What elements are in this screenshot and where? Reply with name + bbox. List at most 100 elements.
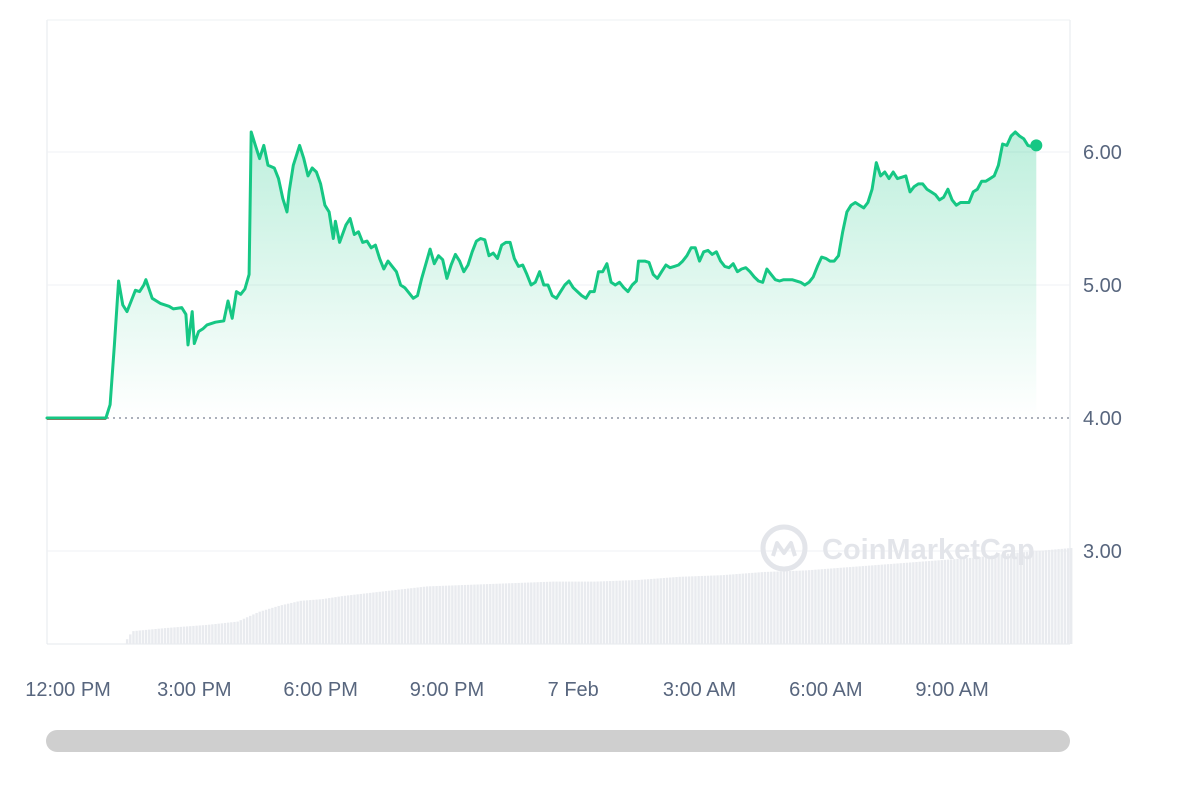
volume-bar (905, 562, 909, 644)
volume-bar (940, 560, 943, 644)
volume-bar (324, 598, 328, 644)
volume-bar (236, 621, 239, 644)
volume-bar (438, 585, 441, 644)
current-price-marker[interactable] (1030, 139, 1043, 152)
volume-bar (1032, 551, 1035, 644)
volume-bar (419, 587, 422, 644)
volume-bar (495, 583, 498, 644)
volume-bar (1025, 551, 1029, 644)
volume-bar (198, 625, 201, 644)
volume-bar (656, 578, 659, 644)
volume-bar (466, 584, 470, 644)
volume-bar (605, 581, 609, 644)
volume-bar (378, 591, 381, 644)
volume-bar (226, 622, 230, 644)
watermark-logo-mark (771, 541, 797, 557)
volume-bar (1022, 552, 1026, 644)
time-range-scrollbar[interactable] (46, 730, 1070, 752)
volume-bar (602, 581, 606, 644)
volume-bar (886, 564, 890, 644)
volume-bar (953, 559, 956, 644)
volume-bar (883, 564, 887, 644)
volume-bar (710, 575, 713, 644)
volume-bar (735, 574, 738, 644)
volume-bar (403, 588, 407, 644)
volume-bar (908, 562, 912, 644)
volume-bar (492, 583, 495, 644)
volume-bar (820, 569, 823, 644)
volume-bar (697, 576, 700, 644)
volume-bar (833, 568, 836, 644)
volume-bar (337, 596, 340, 644)
volume-bar (321, 599, 325, 644)
volume-bar (343, 595, 347, 644)
volume-bar (473, 584, 476, 644)
volume-bar (558, 581, 561, 644)
volume-bar (489, 584, 492, 644)
volume-bar (429, 586, 432, 644)
volume-bar (255, 612, 258, 644)
volume-bar (350, 595, 353, 644)
volume-bar (896, 563, 899, 644)
volume-bar (372, 592, 375, 644)
volume-bar (160, 628, 164, 644)
volume-bar (1035, 551, 1038, 644)
volume-bar (640, 579, 643, 644)
volume-bar (189, 626, 192, 644)
volume-bar (542, 581, 546, 644)
volume-bar (498, 583, 501, 644)
volume-bar (981, 556, 984, 644)
volume-bar (245, 617, 249, 644)
volume-bar (987, 555, 991, 644)
volume-bar (1028, 551, 1032, 644)
volume-bar (539, 582, 542, 644)
volume-bar (691, 576, 694, 644)
volume-bar (599, 581, 602, 644)
volume-bar (609, 581, 612, 644)
volume-bar (760, 572, 763, 644)
volume-bar (220, 623, 224, 644)
volume-bar (741, 573, 745, 644)
volume-bar (751, 572, 754, 644)
volume-bar (586, 581, 590, 644)
watermark-text: CoinMarketCap (822, 534, 1035, 566)
volume-bar (299, 600, 302, 644)
volume-bar (312, 599, 315, 644)
volume-bar (561, 581, 565, 644)
volume-bar (773, 571, 776, 644)
watermark: CoinMarketCap (760, 524, 1035, 572)
volume-bar (694, 576, 697, 644)
volume-bar (182, 626, 186, 644)
volume-bar (1066, 548, 1070, 644)
volume-bar (779, 571, 782, 644)
volume-bar (1010, 553, 1013, 644)
price-line (45, 130, 1038, 420)
volume-bar (328, 598, 331, 644)
volume-bar (416, 587, 419, 644)
volume-bar (991, 555, 994, 644)
volume-bar (536, 582, 539, 644)
volume-bar (406, 588, 410, 644)
volume-bar (173, 627, 176, 644)
volume-bar (157, 628, 160, 644)
volume-bar (766, 571, 770, 644)
volume-bar (353, 594, 356, 644)
volume-bar (249, 615, 252, 644)
volume-bar (261, 610, 265, 644)
volume-bar (653, 578, 656, 644)
volume-bar (154, 629, 157, 644)
volume-bar (918, 561, 921, 644)
volume-bar (1057, 549, 1060, 644)
volume-bar (1054, 549, 1057, 644)
x-tick-label: 3:00 PM (157, 679, 231, 701)
volume-bar (129, 634, 132, 644)
volume-bar (463, 584, 467, 644)
volume-bar (830, 568, 833, 644)
volume-bar (258, 611, 261, 644)
volume-bar (476, 584, 479, 644)
volume-bar (590, 581, 593, 644)
volume-bar (716, 575, 719, 644)
volume-bar (902, 562, 906, 644)
volume-bar (899, 563, 902, 644)
volume-bar (511, 583, 514, 644)
